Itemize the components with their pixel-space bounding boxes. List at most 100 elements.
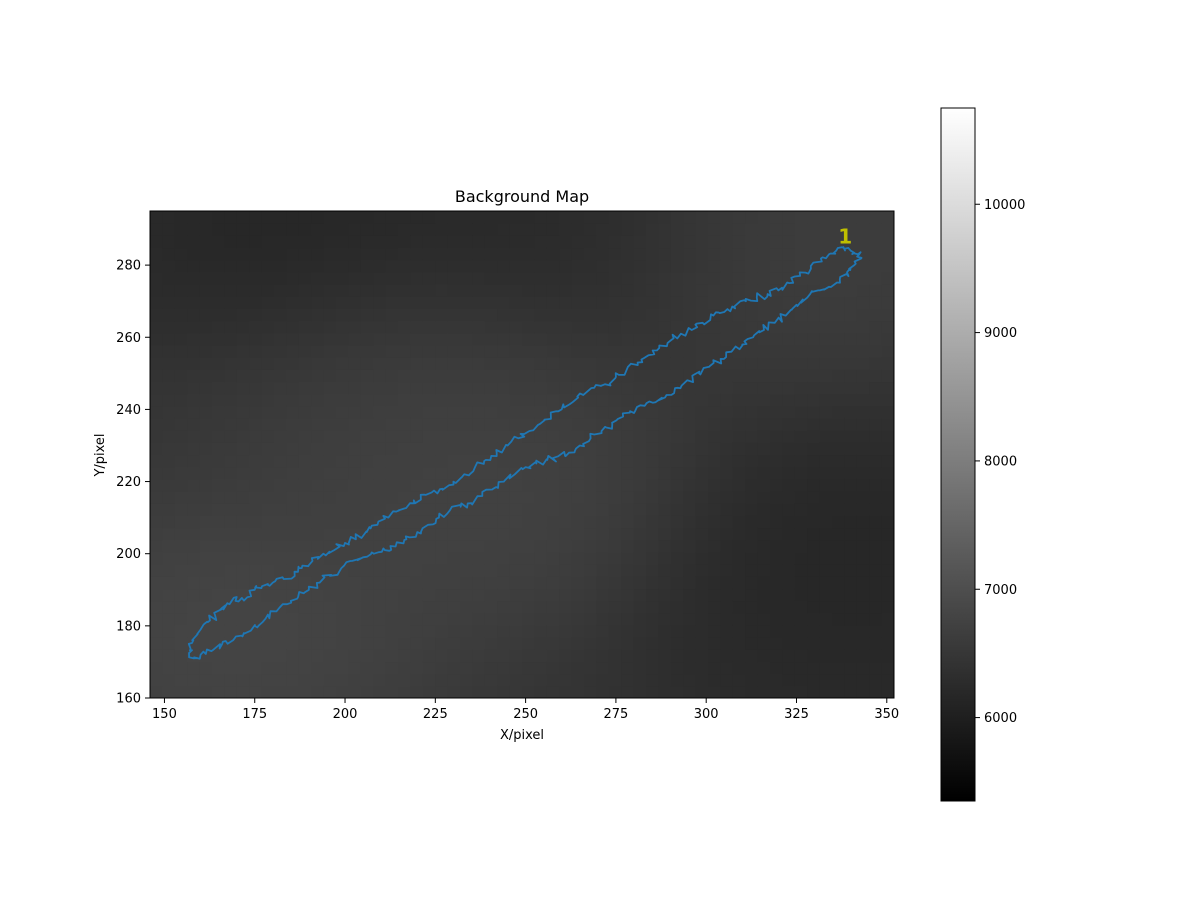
heatmap-cell <box>757 332 771 346</box>
heatmap-cell <box>683 223 697 236</box>
heatmap-cell <box>546 417 560 431</box>
heatmap-cell <box>881 405 894 419</box>
heatmap-cell <box>199 211 213 224</box>
heatmap-cell <box>150 527 163 541</box>
heatmap-cell <box>546 247 560 261</box>
heatmap-cell <box>546 211 560 224</box>
heatmap-cell <box>658 466 672 480</box>
heatmap-cell <box>150 588 163 602</box>
heatmap-cell <box>373 442 387 456</box>
heatmap-cell <box>447 527 461 541</box>
heatmap-cell <box>534 612 548 626</box>
heatmap-cell <box>720 661 734 675</box>
heatmap-cell <box>596 235 610 249</box>
heatmap-cell <box>472 271 486 285</box>
y-tick-label: 220 <box>116 475 141 490</box>
heatmap-cell <box>708 381 721 395</box>
heatmap-cell <box>534 430 548 443</box>
heatmap-cell <box>732 551 746 565</box>
heatmap-cell <box>522 308 535 322</box>
heatmap-cell <box>360 685 374 698</box>
heatmap-cell <box>348 284 362 297</box>
heatmap-cell <box>522 417 535 431</box>
heatmap-cell <box>497 430 511 443</box>
heatmap-cell <box>869 344 883 358</box>
heatmap-cell <box>274 235 287 249</box>
heatmap-cell <box>596 259 610 273</box>
heatmap-cell <box>596 344 610 358</box>
heatmap-cell <box>646 369 659 383</box>
heatmap-cell <box>782 442 796 456</box>
heatmap-cell <box>261 649 275 663</box>
heatmap-cell <box>236 564 250 577</box>
heatmap-cell <box>770 393 783 407</box>
heatmap-cell <box>212 430 225 443</box>
heatmap-cell <box>447 271 461 285</box>
heatmap-cell <box>224 576 238 590</box>
heatmap-cell <box>336 503 349 516</box>
heatmap-cell <box>298 551 312 565</box>
heatmap-cell <box>794 259 808 273</box>
heatmap-cell <box>199 332 213 346</box>
heatmap-cell <box>298 332 312 346</box>
heatmap-cell <box>658 284 672 297</box>
heatmap-cell <box>807 430 821 443</box>
heatmap-cell <box>398 515 411 529</box>
heatmap-cell <box>881 612 894 626</box>
heatmap-cell <box>670 478 684 492</box>
heatmap-cell <box>398 405 411 419</box>
heatmap-cell <box>881 430 894 443</box>
heatmap-cell <box>571 515 585 529</box>
heatmap-cell <box>447 308 461 322</box>
heatmap-cell <box>819 503 833 516</box>
heatmap-cell <box>398 600 411 614</box>
heatmap-cell <box>385 600 399 614</box>
heatmap-cell <box>782 673 796 687</box>
heatmap-cell <box>869 624 883 638</box>
heatmap-cell <box>621 612 635 626</box>
heatmap-cell <box>559 296 573 309</box>
heatmap-cell <box>584 527 597 541</box>
heatmap-cell <box>460 369 473 383</box>
heatmap-cell <box>670 393 684 407</box>
heatmap-cell <box>336 624 349 638</box>
heatmap-cell <box>311 430 325 443</box>
heatmap-cell <box>608 600 622 614</box>
heatmap-cell <box>770 527 783 541</box>
heatmap-cell <box>249 211 263 224</box>
heatmap-cell <box>261 296 275 309</box>
heatmap-cell <box>757 612 771 626</box>
heatmap-cell <box>224 296 238 309</box>
heatmap-cell <box>385 478 399 492</box>
heatmap-cell <box>187 515 201 529</box>
heatmap-cell <box>286 284 300 297</box>
heatmap-cell <box>373 223 387 236</box>
heatmap-cell <box>881 600 894 614</box>
heatmap-cell <box>819 223 833 236</box>
heatmap-cell <box>162 442 176 456</box>
heatmap-cell <box>497 685 511 698</box>
heatmap-cell <box>832 332 845 346</box>
heatmap-cell <box>298 344 312 358</box>
heatmap-cell <box>422 588 436 602</box>
heatmap-cell <box>162 417 176 431</box>
heatmap-cell <box>522 442 535 456</box>
heatmap-cell <box>522 357 535 370</box>
heatmap-cell <box>410 673 424 687</box>
heatmap-cell <box>832 259 845 273</box>
heatmap-cell <box>608 515 622 529</box>
heatmap-cell <box>546 223 560 236</box>
heatmap-cell <box>174 271 188 285</box>
heatmap-cell <box>162 381 176 395</box>
heatmap-cell <box>683 466 697 480</box>
heatmap-cell <box>460 600 473 614</box>
heatmap-cell <box>782 588 796 602</box>
heatmap-cell <box>385 612 399 626</box>
heatmap-cell <box>360 564 374 577</box>
heatmap-cell <box>571 332 585 346</box>
heatmap-cell <box>236 296 250 309</box>
heatmap-cell <box>360 673 374 687</box>
heatmap-cell <box>559 271 573 285</box>
heatmap-cell <box>174 612 188 626</box>
heatmap-cell <box>460 308 473 322</box>
